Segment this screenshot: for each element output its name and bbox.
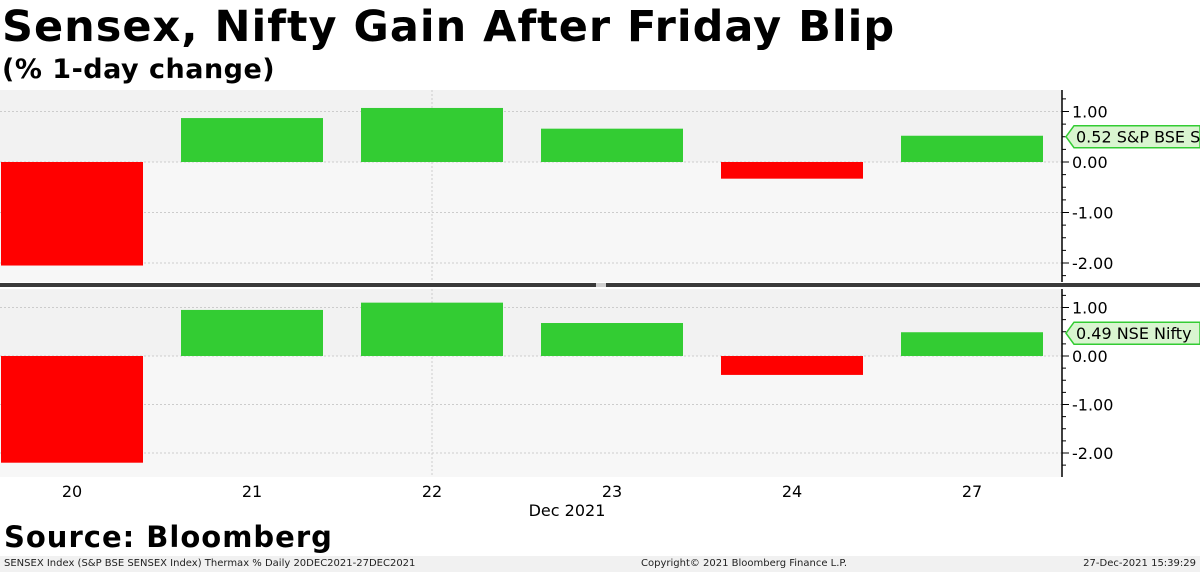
y-tick-label: -1.00	[1072, 204, 1113, 223]
panel-2-lower-band	[0, 356, 1062, 477]
bar	[901, 332, 1043, 356]
footer-timestamp: 27-Dec-2021 15:39:29	[1083, 558, 1196, 569]
bar	[541, 128, 683, 162]
x-tick-label: 21	[242, 482, 262, 501]
x-tick-label: 23	[602, 482, 622, 501]
last-value-label-box	[1065, 321, 1200, 345]
bar	[181, 309, 323, 356]
y-tick-label: -1.00	[1072, 396, 1113, 415]
source-note: Source: Bloomberg	[4, 520, 333, 554]
y-tick-label: -2.00	[1072, 254, 1113, 273]
y-tick-label: 1.00	[1072, 103, 1108, 122]
bar	[721, 356, 863, 375]
bar	[181, 118, 323, 162]
bar	[361, 107, 503, 162]
panel-2-upper-band	[0, 289, 1062, 356]
y-tick-label: -2.00	[1072, 444, 1113, 463]
last-value-label: 0.49 NSE Nifty	[1076, 324, 1192, 343]
x-tick-label: 27	[962, 482, 982, 501]
x-tick-label: 20	[62, 482, 82, 501]
x-tick-label: 22	[422, 482, 442, 501]
y-tick-label: 0.00	[1072, 347, 1108, 366]
panel-1-upper-band	[0, 90, 1062, 162]
panel-resize-handle	[596, 283, 606, 287]
chart-title: Sensex, Nifty Gain After Friday Blip	[2, 2, 896, 52]
last-value-label: 0.52 S&P BSE S	[1076, 128, 1200, 147]
panel-1-lower-band	[0, 162, 1062, 282]
footer-bar: SENSEX Index (S&P BSE SENSEX Index) Ther…	[0, 556, 1200, 572]
bar	[541, 323, 683, 356]
footer-copyright: Copyright© 2021 Bloomberg Finance L.P.	[641, 558, 848, 569]
y-tick-label: 0.00	[1072, 153, 1108, 172]
x-tick-label: 24	[782, 482, 802, 501]
y-tick-label: 1.00	[1072, 299, 1108, 318]
bar	[721, 162, 863, 179]
bar	[901, 135, 1043, 162]
x-axis-month-label: Dec 2021	[529, 501, 606, 520]
bar	[1, 356, 143, 463]
last-value-label-box	[1065, 124, 1200, 149]
chart-subtitle: (% 1-day change)	[2, 54, 276, 85]
footer-left-text: SENSEX Index (S&P BSE SENSEX Index) Ther…	[4, 558, 416, 569]
bar	[361, 302, 503, 356]
bar	[1, 162, 143, 266]
bar-chart: 1.00 0.00 -1.00 -2.00 0.52 S&P BSE S 1.00 0.00…	[0, 90, 1200, 520]
